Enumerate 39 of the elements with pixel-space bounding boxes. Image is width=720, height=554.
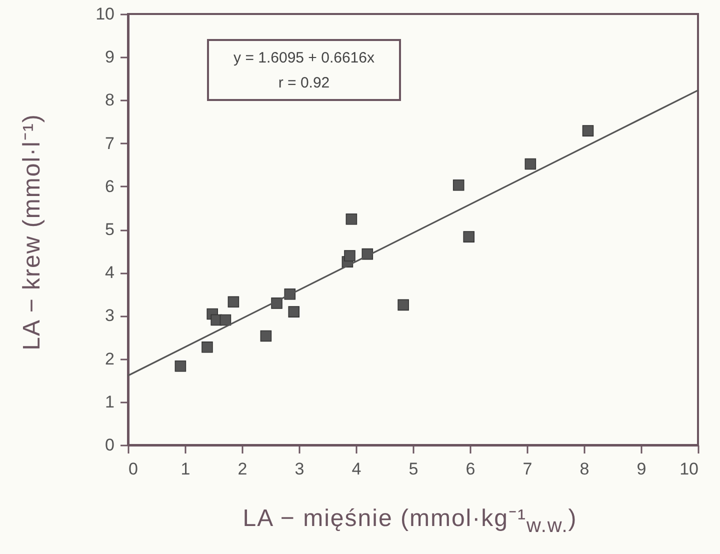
- x-tick-label: 6: [466, 460, 476, 478]
- point: [344, 250, 356, 262]
- y-tick-label: 2: [105, 349, 114, 368]
- point: [260, 330, 272, 342]
- point: [288, 306, 300, 318]
- point: [463, 231, 475, 242]
- annotation: r = 0.92: [278, 74, 330, 92]
- annotation: y = 1.6095 + 0.6616x: [234, 50, 375, 66]
- x-tick-label: 2: [238, 460, 248, 478]
- x-tick-label: 4: [352, 460, 362, 478]
- x-tick-label: 5: [408, 460, 418, 478]
- y-tick-label: 9: [105, 48, 114, 67]
- x-tick-label: 7: [522, 460, 532, 478]
- point: [220, 314, 232, 326]
- point: [524, 158, 536, 170]
- x-tick-label: 10: [680, 460, 698, 478]
- point: [452, 179, 464, 191]
- y-tick-label: 3: [105, 306, 114, 326]
- x-tick-label: 3: [294, 460, 304, 478]
- x-tick-label: 0: [128, 460, 138, 478]
- y-tick-label: 0: [105, 436, 114, 454]
- y-tick-label: 1: [105, 392, 114, 412]
- x-tick-label: 1: [180, 460, 190, 478]
- point: [228, 296, 240, 308]
- point: [174, 360, 186, 372]
- point: [398, 299, 409, 311]
- point: [202, 342, 213, 353]
- y-axis-title: LA − krew (mmol·l⁻¹): [18, 114, 46, 350]
- y-tick-label: 8: [105, 90, 114, 110]
- y-tick-label: 6: [105, 176, 114, 196]
- y-tick-label: 5: [105, 220, 114, 239]
- point: [582, 125, 594, 136]
- x-tick-label: 9: [636, 460, 646, 478]
- y-tick-label: 7: [105, 134, 114, 153]
- y-tick-label: 4: [105, 263, 114, 282]
- y-tick-label: 10: [96, 4, 114, 24]
- x-axis-title: LA − mięśnie (mmol·kg⁻¹$_{w.w.}$): [242, 504, 578, 538]
- x-tick-label: 8: [580, 460, 590, 478]
- point: [346, 214, 358, 225]
